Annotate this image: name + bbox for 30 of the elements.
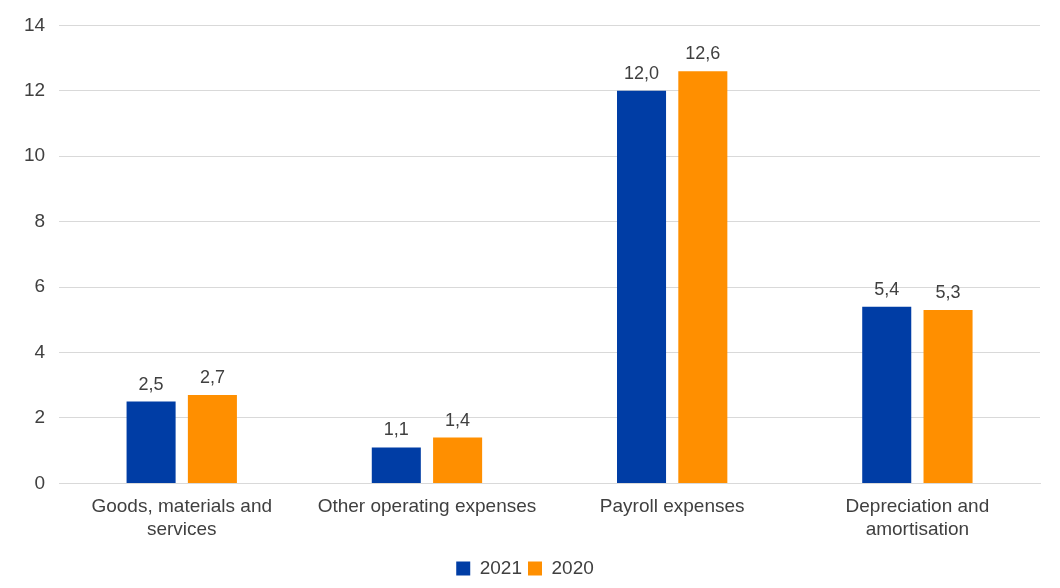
y-tick-label: 0 [34, 471, 46, 493]
bar [678, 71, 728, 483]
y-tick-label: 14 [23, 13, 46, 35]
y-tick-label: 12 [23, 79, 46, 101]
data-label: 1,4 [445, 409, 471, 430]
data-label: 12,6 [685, 43, 721, 64]
data-label: 5,4 [874, 278, 900, 299]
y-tick-label: 6 [34, 275, 46, 297]
bar [923, 310, 973, 483]
y-tick-label: 4 [34, 340, 46, 362]
bar [126, 401, 176, 483]
x-tick-label: Goods, materials and services [91, 495, 273, 539]
data-label: 2,7 [199, 367, 225, 388]
y-tick-label: 8 [34, 209, 46, 231]
x-tick-label: Payroll expenses [599, 495, 745, 517]
data-label: 12,0 [624, 62, 660, 83]
data-label: 5,3 [935, 281, 961, 302]
y-tick-label: 2 [34, 406, 46, 428]
bar [433, 437, 483, 483]
legend-label: 2021 [479, 556, 523, 578]
legend-label: 2020 [551, 556, 594, 578]
bar [187, 395, 237, 483]
x-tick-label: Depreciation and amortisation [845, 495, 990, 539]
data-label: 1,1 [383, 419, 409, 440]
bar [371, 447, 421, 483]
data-label: 2,5 [138, 373, 164, 394]
x-tick-label: Other operating expenses [317, 495, 537, 517]
bar [617, 90, 667, 483]
y-tick-label: 10 [23, 144, 46, 166]
bar [862, 306, 912, 483]
